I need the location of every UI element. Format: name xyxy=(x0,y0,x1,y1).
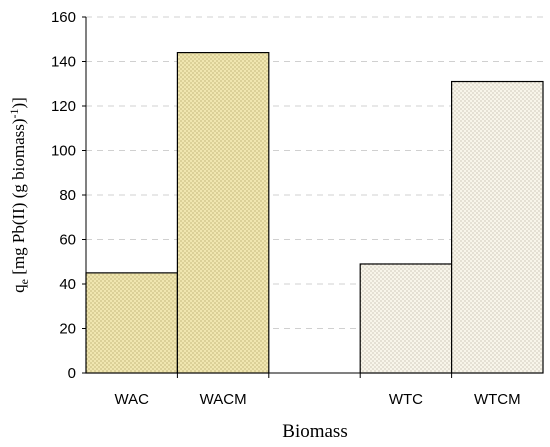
x-axis-title: Biomass xyxy=(282,421,347,442)
bars xyxy=(85,51,544,374)
y-title-q: q xyxy=(9,284,28,293)
bar-wtc xyxy=(359,263,453,374)
y-tick-label-120: 120 xyxy=(51,98,76,115)
y-tick-labels: 0 20 40 60 80 100 120 140 160 xyxy=(51,9,86,382)
x-tick-label-wtc: WTC xyxy=(389,391,423,408)
y-tick-label-160: 160 xyxy=(51,9,76,26)
x-tick-label-wtcm: WTCM xyxy=(474,391,521,408)
x-tick-label-wac: WAC xyxy=(114,391,149,408)
y-tick-label-100: 100 xyxy=(51,143,76,160)
y-axis-title: qe [mg Pb(II) (g biomass)-1)] xyxy=(7,97,31,293)
y-title-unit: [mg Pb(II) (g biomass) xyxy=(9,118,28,279)
x-tick-labels: WAC WACM WTC WTCM xyxy=(114,373,521,408)
y-title-sub: e xyxy=(17,279,31,284)
y-title-close: )] xyxy=(9,97,28,108)
bar-wtcm xyxy=(451,80,544,374)
bar-wac xyxy=(85,272,179,374)
y-tick-label-40: 40 xyxy=(59,276,76,293)
y-tick-label-60: 60 xyxy=(59,232,76,249)
y-tick-label-140: 140 xyxy=(51,54,76,71)
x-tick-label-wacm: WACM xyxy=(200,391,247,408)
bar-wacm xyxy=(176,51,270,374)
y-tick-label-80: 80 xyxy=(59,187,76,204)
y-tick-label-20: 20 xyxy=(59,321,76,338)
y-tick-label-0: 0 xyxy=(68,365,76,382)
y-title-sup: -1 xyxy=(7,108,21,118)
